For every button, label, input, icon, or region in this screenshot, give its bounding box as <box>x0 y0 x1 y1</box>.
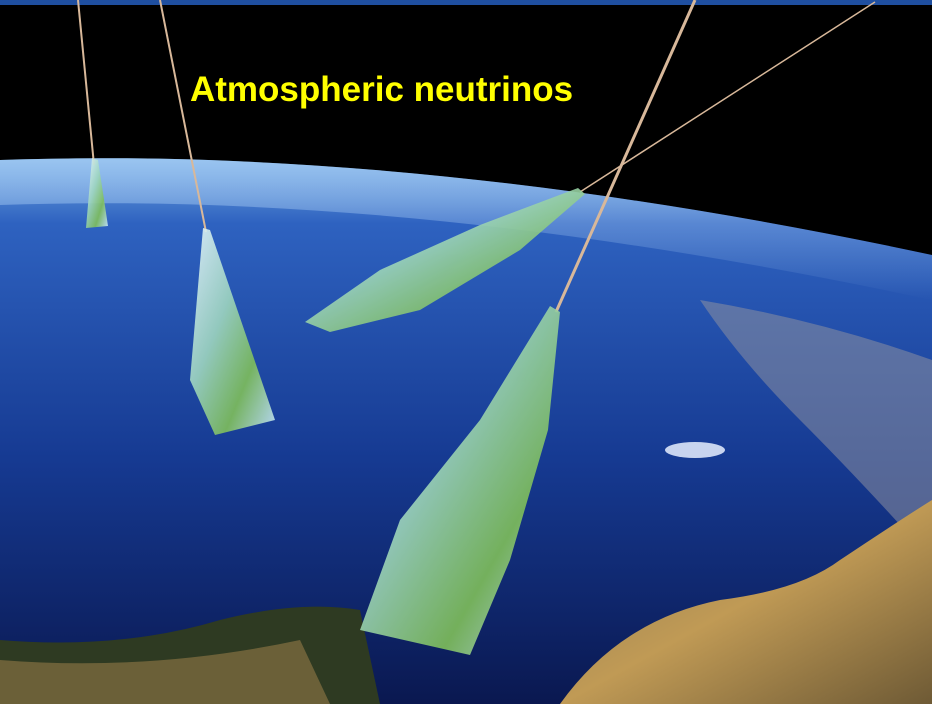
top-bar <box>0 0 932 5</box>
slide: Atmospheric neutrinos <box>0 0 932 704</box>
page: Atmospheric neutrinos (() => { const dat… <box>0 0 932 704</box>
cloud-patch <box>665 442 725 458</box>
title: Atmospheric neutrinos <box>190 70 573 109</box>
